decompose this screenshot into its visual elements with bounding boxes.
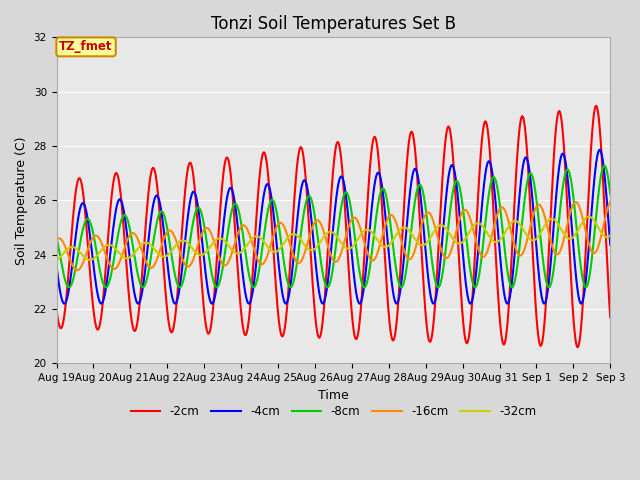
-8cm: [171, 271, 179, 276]
-32cm: [260, 239, 268, 244]
-16cm: [84, 244, 92, 250]
-16cm: [171, 235, 179, 240]
-2cm: [52, 307, 60, 312]
Line: -4cm: -4cm: [56, 150, 611, 304]
-16cm: [74, 267, 81, 273]
-32cm: [84, 257, 92, 263]
-8cm: [84, 216, 92, 222]
-2cm: [278, 334, 286, 339]
Line: -8cm: -8cm: [56, 166, 611, 288]
-32cm: [171, 244, 179, 250]
-8cm: [435, 285, 442, 290]
-32cm: [585, 214, 593, 219]
-32cm: [52, 258, 60, 264]
-2cm: [171, 318, 179, 324]
Title: Tonzi Soil Temperatures Set B: Tonzi Soil Temperatures Set B: [211, 15, 456, 33]
-16cm: [260, 260, 268, 266]
-2cm: [592, 103, 600, 109]
Line: -32cm: -32cm: [56, 216, 611, 261]
-16cm: [282, 227, 289, 233]
-32cm: [431, 228, 438, 234]
-4cm: [282, 301, 290, 307]
-4cm: [278, 291, 286, 297]
Legend: -2cm, -4cm, -8cm, -16cm, -32cm: -2cm, -4cm, -8cm, -16cm, -32cm: [126, 400, 541, 423]
-4cm: [52, 264, 60, 269]
-4cm: [84, 220, 92, 226]
-16cm: [431, 223, 438, 229]
-2cm: [607, 314, 614, 320]
-32cm: [282, 238, 289, 244]
-16cm: [279, 221, 287, 227]
-32cm: [607, 232, 614, 238]
-2cm: [431, 309, 438, 314]
-8cm: [607, 191, 614, 197]
Line: -16cm: -16cm: [56, 202, 611, 270]
-16cm: [52, 237, 60, 242]
-2cm: [260, 150, 268, 156]
-4cm: [431, 299, 438, 305]
-32cm: [278, 242, 286, 248]
-8cm: [431, 275, 438, 280]
Y-axis label: Soil Temperature (C): Soil Temperature (C): [15, 136, 28, 264]
-8cm: [52, 235, 60, 240]
-4cm: [282, 300, 289, 306]
Text: TZ_fmet: TZ_fmet: [60, 40, 113, 53]
-4cm: [607, 242, 614, 248]
-2cm: [84, 247, 92, 252]
Line: -2cm: -2cm: [56, 106, 611, 347]
X-axis label: Time: Time: [318, 389, 349, 402]
-4cm: [596, 147, 604, 153]
-2cm: [282, 322, 289, 328]
-4cm: [171, 300, 179, 306]
-8cm: [282, 267, 289, 273]
-8cm: [260, 235, 268, 241]
-16cm: [607, 199, 614, 204]
-8cm: [600, 163, 608, 168]
-8cm: [278, 249, 286, 254]
-2cm: [574, 344, 582, 350]
-4cm: [260, 193, 268, 199]
